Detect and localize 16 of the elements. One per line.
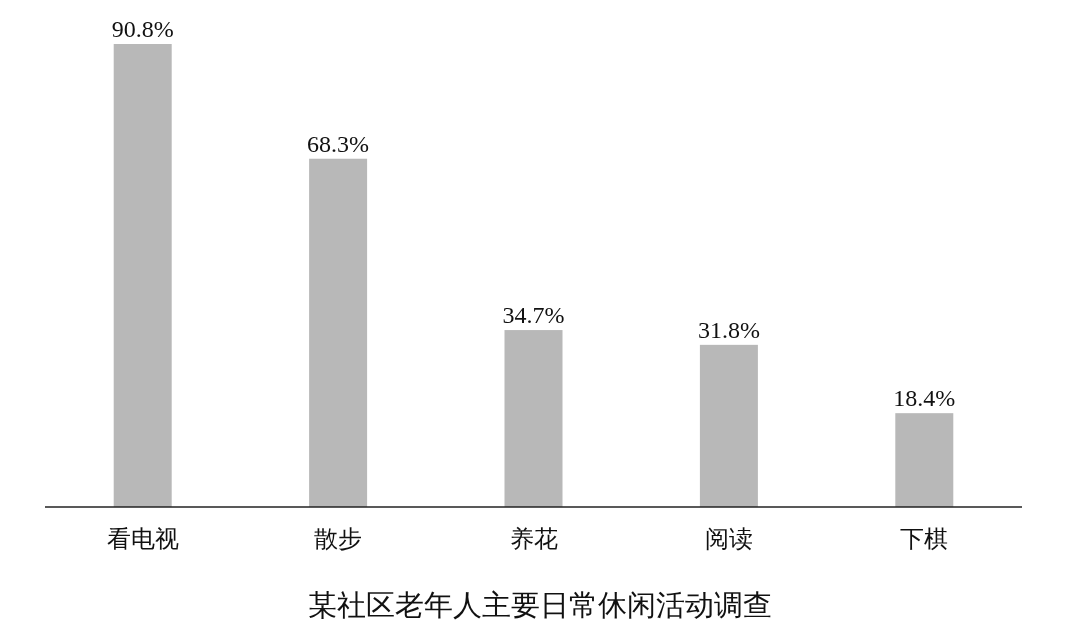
data-label: 31.8% — [697, 316, 760, 343]
bar — [895, 413, 954, 507]
data-label: 68.3% — [307, 130, 370, 157]
x-tick-label: 养花 — [509, 525, 558, 553]
data-label: 18.4% — [893, 385, 956, 412]
bar — [504, 330, 563, 507]
bar — [309, 158, 368, 507]
bar — [699, 344, 758, 507]
x-tick-label: 散步 — [314, 525, 363, 553]
text: 某社区老年人主要日常休闲活动调查 — [308, 588, 772, 622]
x-tick-label: 看电视 — [106, 525, 179, 553]
x-tick-label: 下棋 — [900, 525, 949, 553]
data-label: 90.8% — [111, 16, 174, 42]
x-tick-label: 阅读 — [704, 525, 753, 553]
bar — [113, 44, 172, 507]
data-label: 34.7% — [502, 302, 565, 329]
